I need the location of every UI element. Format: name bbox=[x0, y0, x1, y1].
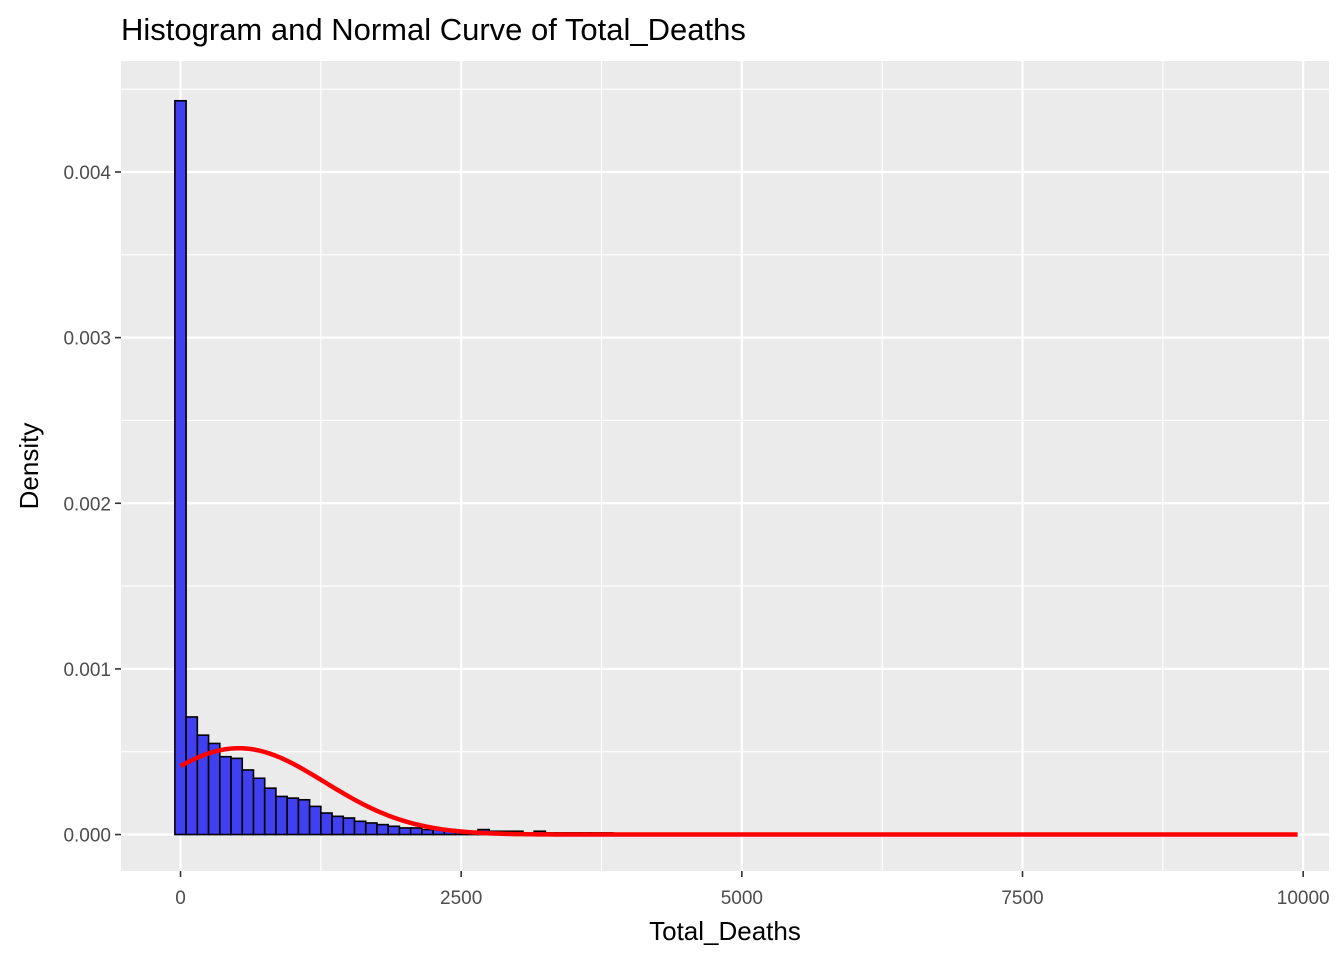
x-tick-label: 0 bbox=[175, 888, 186, 909]
histogram-bar bbox=[409, 827, 423, 836]
histogram-bar bbox=[376, 823, 389, 836]
x-tick-label: 2500 bbox=[440, 888, 482, 909]
histogram-bar bbox=[185, 716, 199, 836]
x-axis: 0 2500 5000 7500 10000 bbox=[175, 871, 1330, 909]
histogram-bar bbox=[218, 755, 232, 836]
histogram-bar bbox=[230, 757, 244, 836]
histogram-bar bbox=[398, 827, 412, 836]
chart-title: Histogram and Normal Curve of Total_Deat… bbox=[121, 12, 746, 47]
histogram-bar bbox=[320, 812, 333, 836]
y-tick-label: 0.003 bbox=[63, 329, 111, 350]
histogram-bar bbox=[353, 820, 367, 836]
histogram-bar bbox=[364, 822, 378, 836]
x-tick-label: 10000 bbox=[1277, 888, 1330, 909]
histogram-bar bbox=[342, 817, 356, 836]
y-tick-label: 0.004 bbox=[63, 163, 111, 184]
histogram-bar bbox=[421, 828, 434, 836]
histogram-bar bbox=[174, 99, 187, 836]
histogram-bar bbox=[263, 787, 277, 836]
y-tick-label: 0.001 bbox=[63, 660, 111, 681]
histogram-bar bbox=[387, 825, 401, 836]
histogram-bar bbox=[331, 815, 345, 836]
y-tick-label: 0.000 bbox=[63, 826, 111, 847]
x-tick-label: 7500 bbox=[1001, 888, 1043, 909]
major-gridlines bbox=[121, 61, 1329, 871]
histogram-bar bbox=[297, 798, 311, 836]
y-axis-title: Density bbox=[14, 423, 44, 510]
histogram-bars bbox=[174, 99, 614, 836]
x-axis-title: Total_Deaths bbox=[649, 916, 801, 946]
histogram-bar bbox=[196, 734, 210, 836]
plot-panel bbox=[121, 61, 1329, 871]
histogram-bar bbox=[252, 777, 266, 836]
histogram-bar bbox=[308, 805, 322, 836]
normal-curve-line bbox=[179, 745, 1298, 837]
x-tick-label: 5000 bbox=[721, 888, 763, 909]
histogram-bar bbox=[275, 795, 288, 836]
histogram-bar bbox=[207, 742, 221, 836]
minor-gridlines bbox=[121, 61, 1329, 871]
histogram-bar bbox=[286, 797, 300, 836]
y-axis: 0.000 0.001 0.002 0.003 0.004 bbox=[63, 163, 121, 847]
histogram-bar bbox=[241, 769, 255, 836]
y-tick-label: 0.002 bbox=[63, 494, 111, 515]
